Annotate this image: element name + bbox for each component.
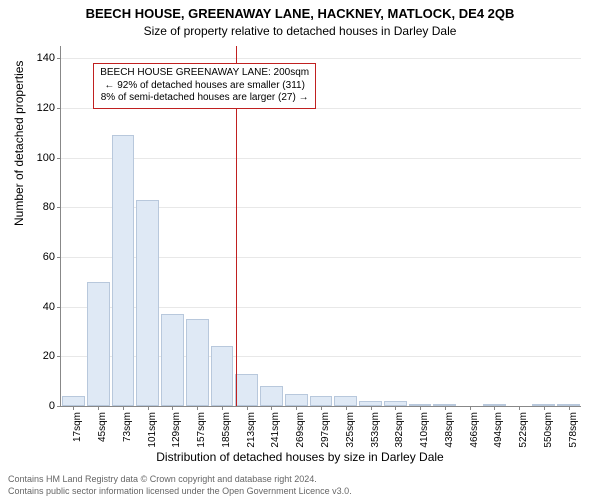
histogram-bar (62, 396, 85, 406)
ytick-mark (57, 207, 61, 208)
annotation-line: ← 92% of detached houses are smaller (31… (100, 80, 309, 93)
histogram-bar (235, 374, 258, 406)
chart-title-address: BEECH HOUSE, GREENAWAY LANE, HACKNEY, MA… (0, 6, 600, 21)
xtick-mark (247, 406, 248, 410)
xtick-mark (296, 406, 297, 410)
ytick-mark (57, 58, 61, 59)
ytick-mark (57, 406, 61, 407)
histogram-bar (112, 135, 135, 406)
plot-area: BEECH HOUSE GREENAWAY LANE: 200sqm← 92% … (60, 46, 581, 407)
ytick-mark (57, 108, 61, 109)
xtick-mark (73, 406, 74, 410)
gridline (61, 58, 581, 59)
histogram-bar (186, 319, 209, 406)
footer-line-2: Contains public sector information licen… (8, 486, 352, 496)
ytick-mark (57, 356, 61, 357)
xtick-mark (271, 406, 272, 410)
histogram-bar (211, 346, 234, 406)
ytick-mark (57, 307, 61, 308)
histogram-bar (87, 282, 110, 406)
ytick-label: 120 (15, 102, 55, 114)
ytick-label: 20 (15, 350, 55, 362)
xtick-mark (494, 406, 495, 410)
ytick-mark (57, 158, 61, 159)
xtick-mark (544, 406, 545, 410)
annotation-line: BEECH HOUSE GREENAWAY LANE: 200sqm (100, 67, 309, 80)
gridline (61, 158, 581, 159)
ytick-label: 0 (15, 400, 55, 412)
xtick-mark (371, 406, 372, 410)
annotation-line: 8% of semi-detached houses are larger (2… (100, 92, 309, 105)
histogram-bar (136, 200, 159, 406)
xtick-mark (420, 406, 421, 410)
histogram-bar (310, 396, 333, 406)
annotation-box: BEECH HOUSE GREENAWAY LANE: 200sqm← 92% … (93, 63, 316, 109)
x-axis-label: Distribution of detached houses by size … (0, 450, 600, 464)
xtick-mark (123, 406, 124, 410)
histogram-bar (334, 396, 357, 406)
xtick-mark (148, 406, 149, 410)
histogram-chart: BEECH HOUSE, GREENAWAY LANE, HACKNEY, MA… (0, 0, 600, 500)
ytick-mark (57, 257, 61, 258)
xtick-mark (346, 406, 347, 410)
xtick-mark (197, 406, 198, 410)
xtick-mark (321, 406, 322, 410)
ytick-label: 60 (15, 251, 55, 263)
xtick-mark (445, 406, 446, 410)
ytick-label: 80 (15, 201, 55, 213)
footer-line-1: Contains HM Land Registry data © Crown c… (8, 474, 317, 484)
xtick-mark (395, 406, 396, 410)
xtick-mark (519, 406, 520, 410)
ytick-label: 100 (15, 152, 55, 164)
histogram-bar (285, 394, 308, 406)
xtick-mark (172, 406, 173, 410)
xtick-mark (98, 406, 99, 410)
ytick-label: 140 (15, 52, 55, 64)
histogram-bar (161, 314, 184, 406)
ytick-label: 40 (15, 301, 55, 313)
xtick-mark (470, 406, 471, 410)
xtick-mark (569, 406, 570, 410)
histogram-bar (260, 386, 283, 406)
chart-subtitle: Size of property relative to detached ho… (0, 24, 600, 38)
xtick-mark (222, 406, 223, 410)
